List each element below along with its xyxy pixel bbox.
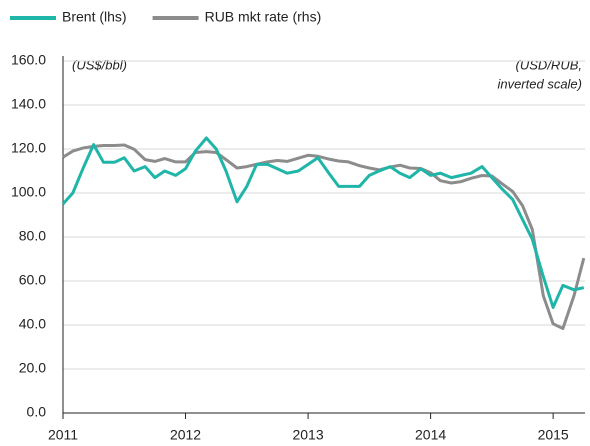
y-tick-label: 80.0 [19, 228, 46, 244]
y-tick-label: 100.0 [11, 184, 46, 200]
legend-label: Brent (lhs) [62, 9, 127, 25]
x-tick-label: 2015 [538, 427, 569, 443]
left-unit: (US$/bbl) [72, 57, 127, 72]
right-unit: (USD/RUB, [516, 57, 582, 72]
series-line [61, 136, 585, 309]
y-tick-label: 160.0 [11, 52, 46, 68]
series-line [62, 143, 586, 330]
x-tick-label: 2013 [292, 427, 323, 443]
y-tick-label: 140.0 [11, 96, 46, 112]
y-tick-label: 0.0 [27, 404, 47, 420]
y-tick-label: 20.0 [19, 360, 46, 376]
y-tick-label: 120.0 [11, 140, 46, 156]
x-tick-label: 2011 [48, 427, 78, 443]
x-tick-label: 2012 [170, 427, 201, 443]
x-tick-label: 2014 [415, 427, 446, 443]
y-tick-label: 40.0 [19, 316, 46, 332]
right-unit: inverted scale) [497, 76, 582, 91]
y-tick-label: 60.0 [19, 272, 46, 288]
legend-label: RUB mkt rate (rhs) [205, 9, 322, 25]
